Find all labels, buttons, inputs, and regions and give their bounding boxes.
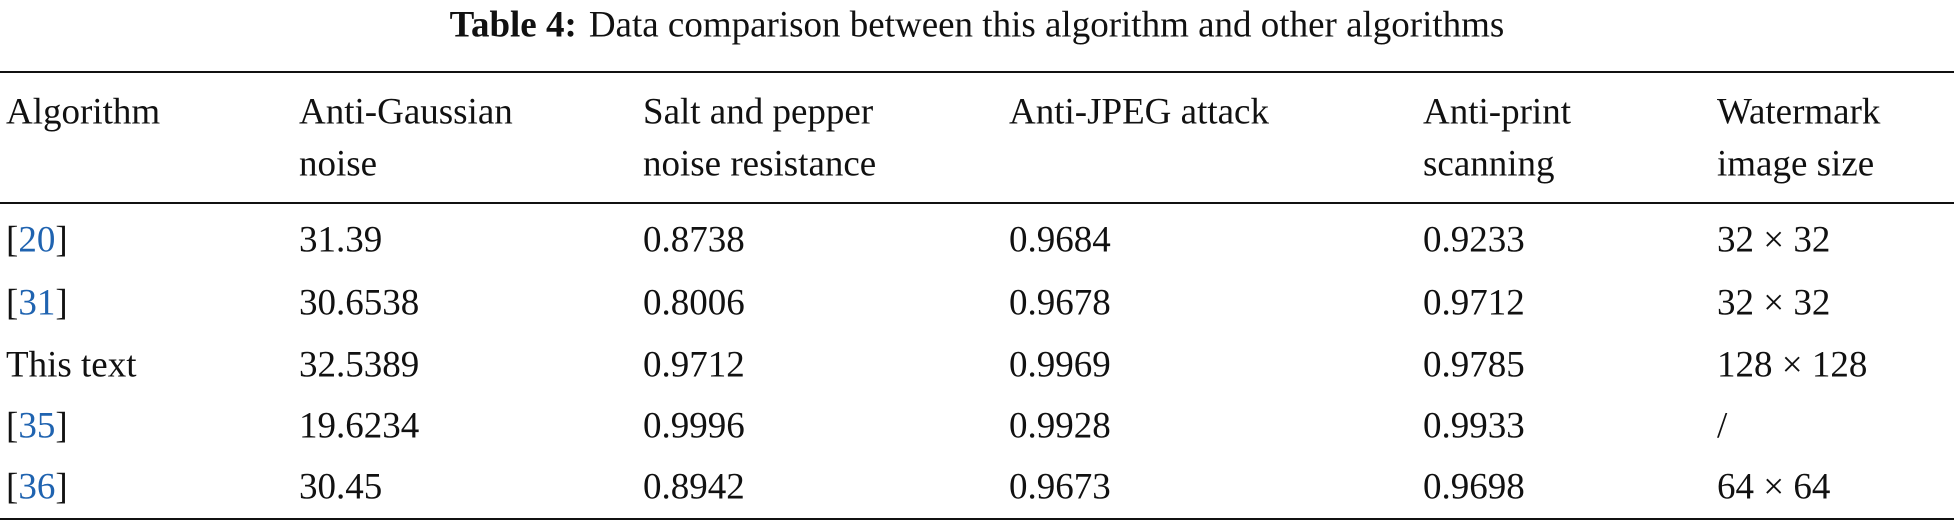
caption-text: Data comparison between this algorithm a… (588, 4, 1505, 46)
row-label: [35] (6, 408, 68, 445)
row-label: [36] (6, 469, 68, 506)
cell: 30.6538 (299, 282, 420, 324)
header-rule (0, 202, 1954, 204)
row-label: This text (6, 347, 137, 384)
citation-link: 35 (18, 405, 56, 447)
cell: 32 × 32 (1717, 219, 1831, 261)
cell-text: ] (55, 219, 68, 261)
cell: 0.9712 (643, 344, 745, 386)
header-cell: noise resistance (643, 143, 877, 185)
header-cell: image size (1717, 143, 1875, 185)
cell-text: This text (6, 344, 137, 386)
cell: 32 × 32 (1717, 282, 1831, 324)
header-cell: Salt and pepper (643, 91, 874, 133)
cell: 0.8738 (643, 219, 745, 261)
cell: 19.6234 (299, 405, 420, 447)
cell-text: ] (55, 405, 68, 447)
top-rule (0, 71, 1954, 73)
header-cell: Watermark (1717, 91, 1881, 133)
cell: 0.9933 (1423, 405, 1525, 447)
row-label: [31] (6, 285, 68, 322)
cell: 0.9712 (1423, 282, 1525, 324)
cell: 0.9233 (1423, 219, 1525, 261)
cell: 0.9698 (1423, 466, 1525, 508)
header-cell: scanning (1423, 143, 1555, 185)
cell: 128 × 128 (1717, 344, 1868, 386)
cell: 0.9969 (1009, 344, 1111, 386)
citation-link: 36 (18, 466, 56, 508)
cell: 0.9785 (1423, 344, 1525, 386)
cell: 0.9678 (1009, 282, 1111, 324)
header-cell: Anti-JPEG attack (1009, 91, 1269, 133)
cell-text: ] (55, 282, 68, 324)
cell: 0.9928 (1009, 405, 1111, 447)
cell: 0.9996 (643, 405, 745, 447)
table-caption: Table 4: Data comparison between this alg… (450, 7, 1505, 44)
cell: 64 × 64 (1717, 466, 1831, 508)
cell: 0.8006 (643, 282, 745, 324)
cell-text: [ (6, 405, 19, 447)
citation-link: 20 (18, 219, 56, 261)
cell-text: [ (6, 282, 19, 324)
header-cell: Anti-print (1423, 91, 1571, 133)
cell-text: [ (6, 466, 19, 508)
header-cell: noise (299, 143, 378, 185)
cell: 31.39 (299, 219, 383, 261)
header-cell: Anti-Gaussian (299, 91, 513, 133)
cell: 0.9673 (1009, 466, 1111, 508)
cell-text: ] (55, 466, 68, 508)
header-cell: Algorithm (6, 91, 161, 133)
bottom-rule (0, 518, 1954, 520)
row-label: [20] (6, 222, 68, 259)
cell: 32.5389 (299, 344, 420, 386)
cell: 30.45 (299, 466, 383, 508)
citation-link: 31 (18, 282, 56, 324)
cell: 0.9684 (1009, 219, 1111, 261)
cell: 0.8942 (643, 466, 745, 508)
cell-text: [ (6, 219, 19, 261)
cell: / (1717, 405, 1728, 447)
caption-label: Table 4: (449, 4, 577, 46)
